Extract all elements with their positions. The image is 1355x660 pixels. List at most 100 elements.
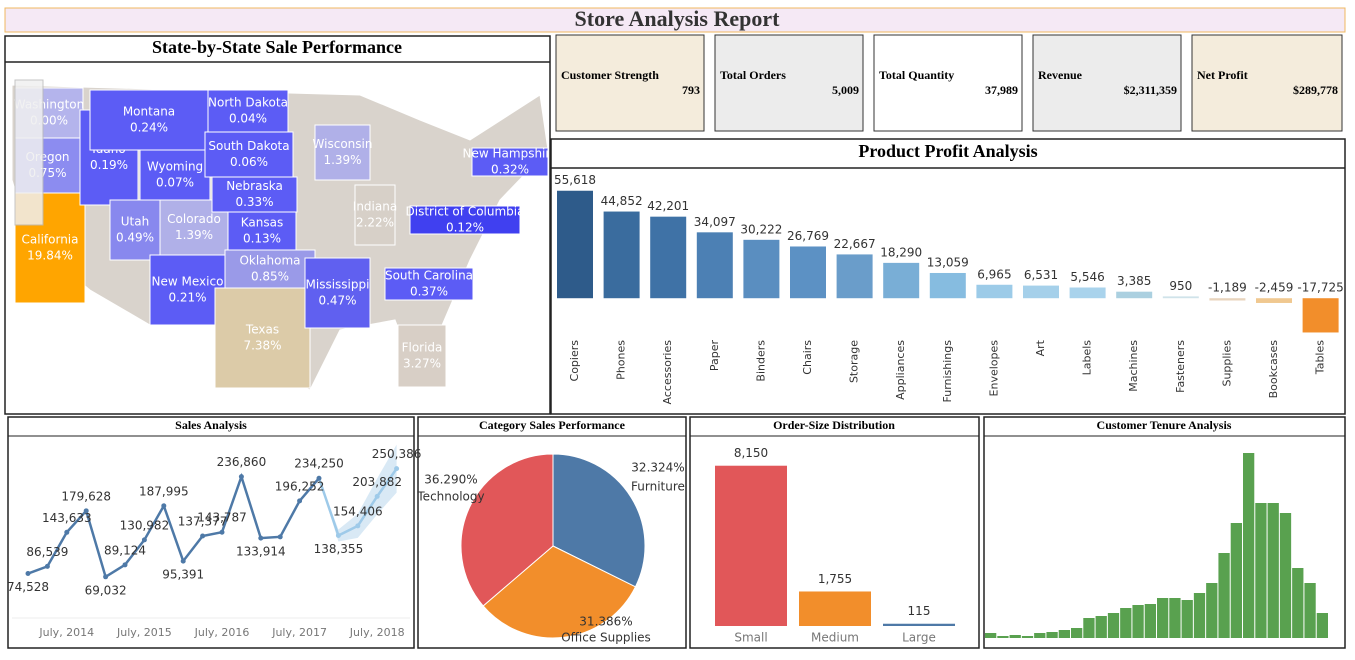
histogram-bar	[1218, 553, 1230, 638]
histogram-bar	[1193, 593, 1206, 638]
line	[337, 467, 398, 537]
point	[103, 574, 109, 580]
state-value: 0.21%	[168, 291, 206, 305]
product-title: Product Profit Analysis	[858, 141, 1037, 161]
bar-label: 6,531	[1024, 268, 1058, 282]
histogram-bar	[1267, 503, 1279, 638]
category-title: Category Sales Performance	[479, 418, 626, 432]
x-tick-label: Supplies	[1220, 340, 1233, 387]
pie-slice	[552, 453, 646, 588]
forecast-connector	[317, 477, 340, 536]
state-value: 0.49%	[116, 231, 154, 245]
bar-label: 6,965	[977, 267, 1011, 281]
state-value: 3.27%	[403, 357, 441, 371]
point-label: 203,882	[352, 475, 402, 489]
state-name: New Hampshire	[463, 147, 558, 161]
histogram-bar	[1243, 453, 1255, 638]
header-bar	[4, 7, 1346, 33]
point-label: 137,377	[178, 515, 228, 529]
kpi-card	[555, 34, 705, 132]
kpi-label: Total Quantity	[879, 68, 954, 82]
histogram-bar	[1071, 628, 1083, 638]
point-label: 143,633	[42, 511, 92, 525]
point	[355, 523, 361, 529]
state-value: 19.84%	[27, 249, 73, 263]
histogram-bar	[997, 636, 1009, 638]
bar	[883, 262, 920, 299]
bar-label: 3,385	[1117, 274, 1151, 288]
point-label: 69,032	[85, 583, 127, 597]
bar	[1069, 287, 1106, 299]
kpi-value: 5,009	[832, 83, 859, 97]
point	[83, 508, 89, 514]
bar	[883, 623, 955, 626]
point	[141, 537, 147, 543]
x-tick-label: July, 2016	[194, 626, 250, 639]
bar	[557, 190, 593, 299]
state-value: 0.12%	[446, 221, 484, 235]
x-tick-label: Accessories	[661, 340, 674, 405]
state	[149, 254, 226, 326]
bar-label: -17,725	[1297, 281, 1343, 295]
state-name: Oklahoma	[239, 254, 300, 268]
state-name: Wyoming	[147, 160, 203, 174]
histogram-bar	[1107, 613, 1120, 638]
bar-label: 44,852	[601, 194, 643, 208]
state-value: 1.39%	[323, 153, 361, 167]
state-value: 0.24%	[130, 121, 168, 135]
x-tick-label: Medium	[811, 631, 859, 645]
bar-label: 55,618	[554, 173, 596, 187]
state-value: 0.19%	[90, 158, 128, 172]
histogram-bar	[1058, 630, 1070, 638]
histogram-bar	[1230, 523, 1242, 638]
state-value: 0.04%	[229, 112, 267, 126]
kpi-label: Customer Strength	[561, 68, 659, 82]
slice-label: Technology	[416, 490, 484, 504]
point	[64, 529, 70, 535]
map-toolbar	[14, 79, 44, 226]
map: Washington0.00%Oregon0.75%California19.8…	[11, 84, 558, 391]
point	[44, 563, 50, 569]
state-name: Mississippi	[306, 278, 370, 292]
line	[27, 472, 320, 579]
state	[204, 131, 294, 178]
point-label: 86,539	[26, 545, 68, 559]
histogram-bar	[1009, 635, 1021, 638]
state-value: 1.39%	[175, 228, 213, 242]
kpi-value: 793	[682, 83, 700, 97]
bar-label: 8,150	[734, 446, 768, 460]
state-value: 0.32%	[491, 163, 529, 177]
x-tick-label: Bookcases	[1267, 340, 1280, 399]
x-tick-label: Machines	[1127, 340, 1140, 392]
state-name: South Dakota	[208, 139, 289, 153]
bar	[696, 232, 733, 299]
point	[258, 535, 264, 541]
bar	[799, 591, 871, 626]
bar-label: 30,222	[740, 222, 782, 236]
state-name: Indiana	[353, 200, 397, 214]
point-label: 130,982	[120, 518, 170, 532]
point	[180, 558, 186, 564]
bar	[976, 284, 1013, 299]
state	[384, 267, 474, 301]
point	[200, 533, 206, 539]
page-title: Store Analysis Report	[575, 6, 781, 31]
x-tick-label: Fasteners	[1174, 340, 1187, 393]
x-tick-label: Furnishings	[941, 340, 954, 403]
histogram-bar	[1316, 613, 1328, 638]
state	[354, 184, 396, 246]
pie-slice	[482, 545, 637, 639]
point	[219, 529, 225, 535]
bar	[836, 254, 873, 299]
point-label: 187,995	[139, 484, 189, 498]
histogram-bar	[1255, 503, 1267, 638]
point-label: 138,355	[314, 542, 364, 556]
point-label: 236,860	[217, 455, 267, 469]
histogram-bar	[1279, 513, 1292, 638]
kpi-value: $289,778	[1293, 83, 1338, 97]
bar	[929, 272, 966, 299]
state-name: Florida	[402, 341, 443, 355]
kpi-card	[1191, 34, 1343, 132]
kpi-label: Total Orders	[720, 68, 786, 82]
state-name: California	[22, 233, 79, 247]
